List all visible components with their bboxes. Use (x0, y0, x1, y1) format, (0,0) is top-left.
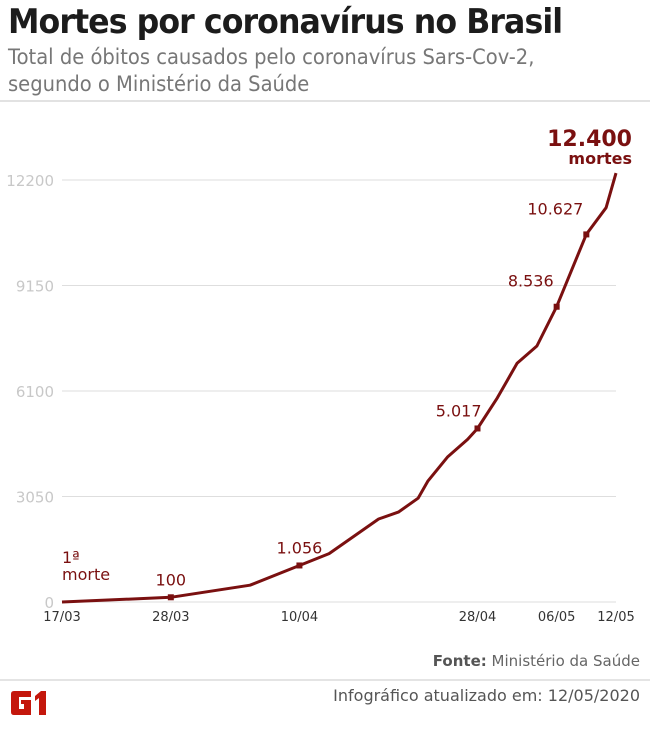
chart-title: Mortes por coronavírus no Brasil (8, 2, 563, 42)
data-label: 12.400 (547, 127, 632, 152)
grid-lines (62, 179, 616, 603)
data-marker (583, 231, 590, 238)
data-label: 100 (156, 570, 187, 589)
y-tick-label: 0 (44, 594, 54, 612)
y-tick-label: 3050 (16, 489, 54, 507)
g1-logo (11, 691, 46, 715)
data-label: 1ª (62, 548, 80, 567)
data-marker (167, 594, 174, 601)
x-tick-label: 10/04 (281, 610, 318, 625)
source-label: Fonte: (432, 652, 487, 670)
x-tick-label: 28/04 (459, 610, 496, 625)
data-label: 10.627 (527, 199, 583, 218)
y-tick-label: 12200 (6, 172, 54, 190)
chart-subtitle: Total de óbitos causados pelo coronavíru… (8, 45, 535, 96)
data-marker (553, 303, 560, 310)
footer-divider (0, 679, 650, 681)
data-label: 1.056 (277, 538, 323, 557)
x-axis-ticks: 17/03 28/03 10/04 28/04 06/05 12/05 (43, 610, 634, 625)
line-chart: 0 3050 6100 9150 12200 17/03 28/03 10/04 28/04 0… (6, 127, 634, 625)
data-label: 5.017 (436, 401, 482, 420)
x-tick-label: 17/03 (43, 610, 80, 625)
source-note: Fonte: Ministério da Saúde (433, 652, 640, 670)
y-axis-ticks: 0 3050 6100 9150 12200 (6, 172, 54, 612)
data-label: 8.536 (508, 272, 554, 291)
data-marker (296, 562, 303, 569)
data-marker (474, 425, 481, 432)
updated-note: Infográfico atualizado em: 12/05/2020 (333, 686, 640, 705)
deaths-line (61, 172, 618, 604)
source-value: Ministério da Saúde (491, 652, 640, 670)
data-label: mortes (568, 149, 632, 168)
x-tick-label: 06/05 (538, 610, 575, 625)
data-label: morte (62, 565, 110, 584)
data-markers (167, 231, 590, 601)
x-tick-label: 28/03 (152, 610, 189, 625)
header-divider (0, 100, 650, 102)
y-tick-label: 9150 (16, 278, 54, 296)
x-tick-label: 12/05 (597, 610, 634, 625)
y-tick-label: 6100 (16, 383, 54, 401)
